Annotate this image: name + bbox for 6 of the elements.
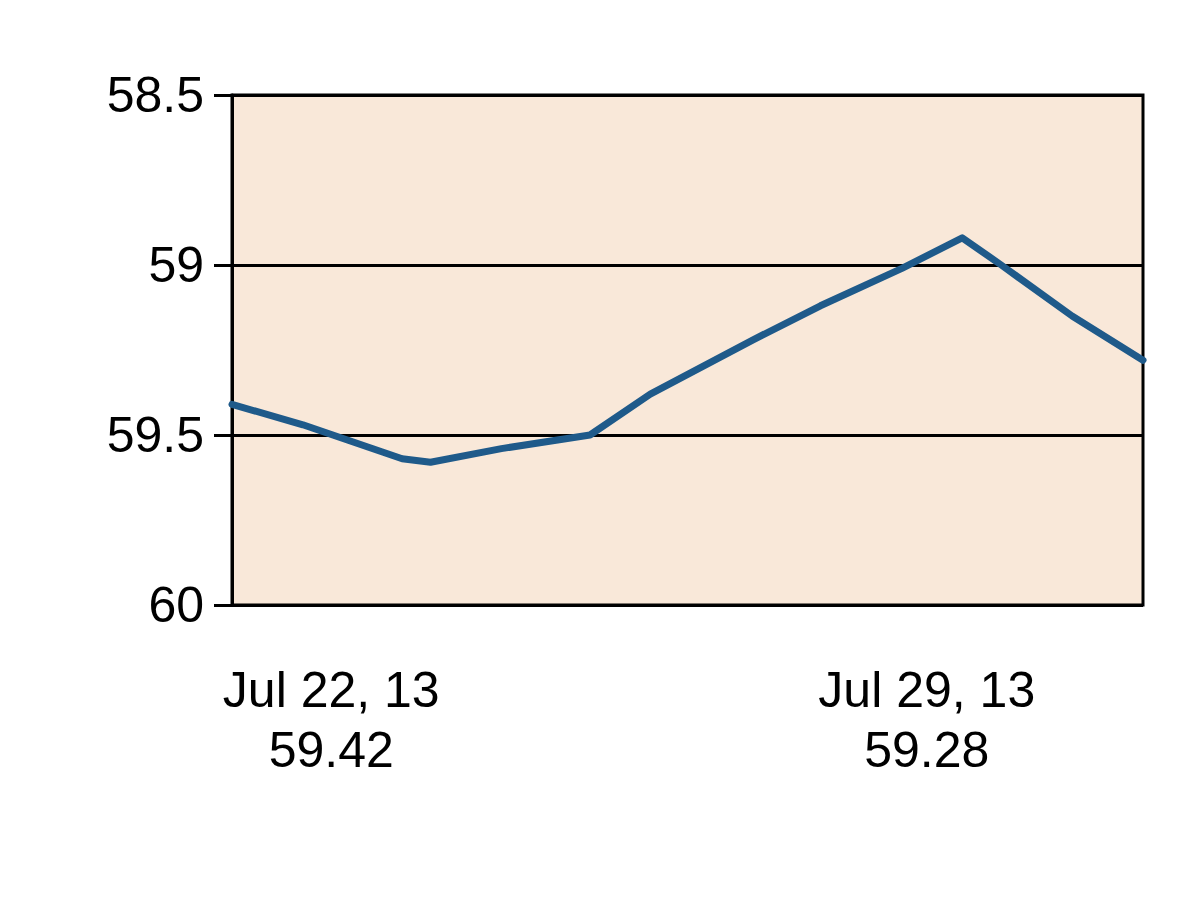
y-tick-label: 60 bbox=[148, 577, 204, 633]
y-tick-label: 59 bbox=[148, 237, 204, 293]
y-tick-label: 59.5 bbox=[106, 407, 204, 463]
x-tick-label: Jul 29, 13 59.28 bbox=[818, 662, 1036, 778]
x-tick-label: Jul 22, 13 59.42 bbox=[222, 662, 440, 778]
y-tick-label: 58.5 bbox=[106, 67, 204, 123]
